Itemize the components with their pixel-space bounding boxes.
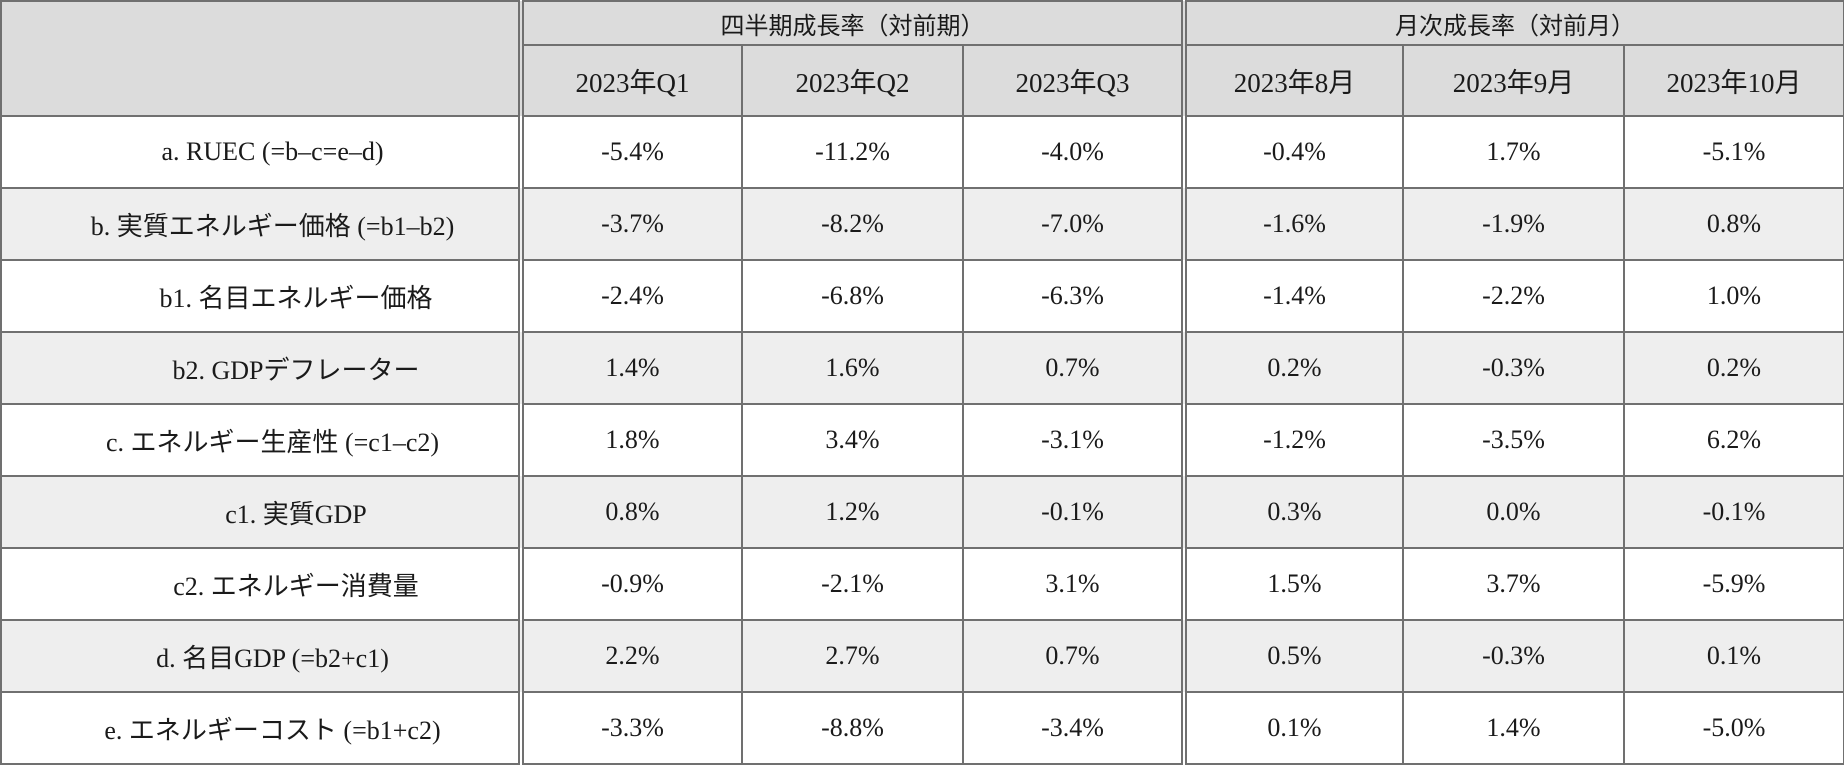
value-cell: -7.0% [962, 187, 1187, 261]
row-label: c. エネルギー生産性 (=c1–c2) [0, 403, 524, 477]
value-cell: 6.2% [1622, 403, 1844, 477]
value-cell: 3.7% [1402, 547, 1625, 621]
value-cell: 1.7% [1402, 115, 1625, 189]
value-cell: -5.4% [520, 115, 743, 189]
row-label: d. 名目GDP (=b2+c1) [0, 619, 524, 693]
value-cell: -0.1% [1622, 475, 1844, 549]
row-label: b. 実質エネルギー価格 (=b1–b2) [0, 187, 524, 261]
corner-cell [0, 0, 524, 117]
value-cell: 0.0% [1402, 475, 1625, 549]
value-cell: 1.4% [1402, 691, 1625, 765]
value-cell: -3.5% [1402, 403, 1625, 477]
column-header: 2023年Q2 [741, 44, 964, 117]
value-cell: -3.4% [962, 691, 1187, 765]
value-cell: 1.5% [1183, 547, 1404, 621]
table-row: c1. 実質GDP 0.8% 1.2% -0.1% 0.3% 0.0% -0.1% [0, 475, 1844, 549]
value-cell: -5.0% [1622, 691, 1844, 765]
table-row: e. エネルギーコスト (=b1+c2) -3.3% -8.8% -3.4% 0.1% 1… [0, 691, 1844, 765]
value-cell: 0.1% [1622, 619, 1844, 693]
row-label: c1. 実質GDP [0, 475, 524, 549]
table-header: 四半期成長率（対前期） 月次成長率（対前月） 2023年Q1 2023年Q2 2… [0, 0, 1844, 117]
value-cell: -2.4% [520, 259, 743, 333]
period-header-row: 2023年Q1 2023年Q2 2023年Q3 2023年8月 2023年9月 … [1, 44, 1844, 117]
value-cell: 0.8% [1622, 187, 1844, 261]
table-row: c2. エネルギー消費量 -0.9% -2.1% 3.1% 1.5% 3.7% -5.9% [0, 547, 1844, 621]
value-cell: 0.7% [962, 331, 1187, 405]
row-label: b1. 名目エネルギー価格 [0, 259, 524, 333]
value-cell: -6.8% [741, 259, 964, 333]
value-cell: -0.4% [1183, 115, 1404, 189]
value-cell: -0.3% [1402, 619, 1625, 693]
value-cell: 0.7% [962, 619, 1187, 693]
value-cell: -3.1% [962, 403, 1187, 477]
table-row: b2. GDPデフレーター 1.4% 1.6% 0.7% 0.2% -0.3% 0.2% [0, 331, 1844, 405]
column-header: 2023年10月 [1622, 44, 1844, 117]
value-cell: -1.9% [1402, 187, 1625, 261]
row-label: c2. エネルギー消費量 [0, 547, 524, 621]
value-cell: 0.5% [1183, 619, 1404, 693]
table-row: b. 実質エネルギー価格 (=b1–b2) -3.7% -8.2% -7.0% -1.6… [0, 187, 1844, 261]
value-cell: -2.1% [741, 547, 964, 621]
table-row: a. RUEC (=b–c=e–d) -5.4% -11.2% -4.0% -0.4% 1… [0, 115, 1844, 189]
value-cell: 1.6% [741, 331, 964, 405]
row-label: a. RUEC (=b–c=e–d) [0, 115, 524, 189]
value-cell: 0.1% [1183, 691, 1404, 765]
value-cell: 1.0% [1622, 259, 1844, 333]
value-cell: -5.9% [1622, 547, 1844, 621]
value-cell: -8.8% [741, 691, 964, 765]
quarterly-group-header: 四半期成長率（対前期） [520, 0, 1187, 46]
value-cell: 0.3% [1183, 475, 1404, 549]
value-cell: -6.3% [962, 259, 1187, 333]
table-row: c. エネルギー生産性 (=c1–c2) 1.8% 3.4% -3.1% -1.2% -3… [0, 403, 1844, 477]
group-header-row: 四半期成長率（対前期） 月次成長率（対前月） [0, 0, 1844, 117]
value-cell: 2.2% [520, 619, 743, 693]
value-cell: -0.1% [962, 475, 1187, 549]
row-label: e. エネルギーコスト (=b1+c2) [0, 691, 524, 765]
value-cell: -3.3% [520, 691, 743, 765]
table-body: a. RUEC (=b–c=e–d) -5.4% -11.2% -4.0% -0.4% 1… [0, 115, 1844, 765]
value-cell: -2.2% [1402, 259, 1625, 333]
row-label: b2. GDPデフレーター [0, 331, 524, 405]
value-cell: -8.2% [741, 187, 964, 261]
table-row: d. 名目GDP (=b2+c1) 2.2% 2.7% 0.7% 0.5% -0.3% 0.… [0, 619, 1844, 693]
value-cell: 1.4% [520, 331, 743, 405]
value-cell: -1.6% [1183, 187, 1404, 261]
value-cell: -3.7% [520, 187, 743, 261]
monthly-group-header: 月次成長率（対前月） [1182, 0, 1844, 46]
value-cell: -11.2% [741, 115, 964, 189]
value-cell: -4.0% [962, 115, 1187, 189]
value-cell: 0.8% [520, 475, 743, 549]
value-cell: -5.1% [1622, 115, 1844, 189]
value-cell: 2.7% [741, 619, 964, 693]
value-cell: -0.9% [520, 547, 743, 621]
column-header: 2023年Q3 [962, 44, 1187, 117]
value-cell: -1.2% [1183, 403, 1404, 477]
column-header: 2023年Q1 [520, 44, 743, 117]
value-cell: 3.4% [741, 403, 964, 477]
value-cell: 0.2% [1622, 331, 1844, 405]
value-cell: 0.2% [1183, 331, 1404, 405]
value-cell: 3.1% [962, 547, 1187, 621]
table-row: b1. 名目エネルギー価格 -2.4% -6.8% -6.3% -1.4% -2.2% 1.… [0, 259, 1844, 333]
column-header: 2023年9月 [1402, 44, 1625, 117]
value-cell: -0.3% [1402, 331, 1625, 405]
value-cell: -1.4% [1183, 259, 1404, 333]
value-cell: 1.8% [520, 403, 743, 477]
value-cell: 1.2% [741, 475, 964, 549]
column-header: 2023年8月 [1183, 44, 1404, 117]
